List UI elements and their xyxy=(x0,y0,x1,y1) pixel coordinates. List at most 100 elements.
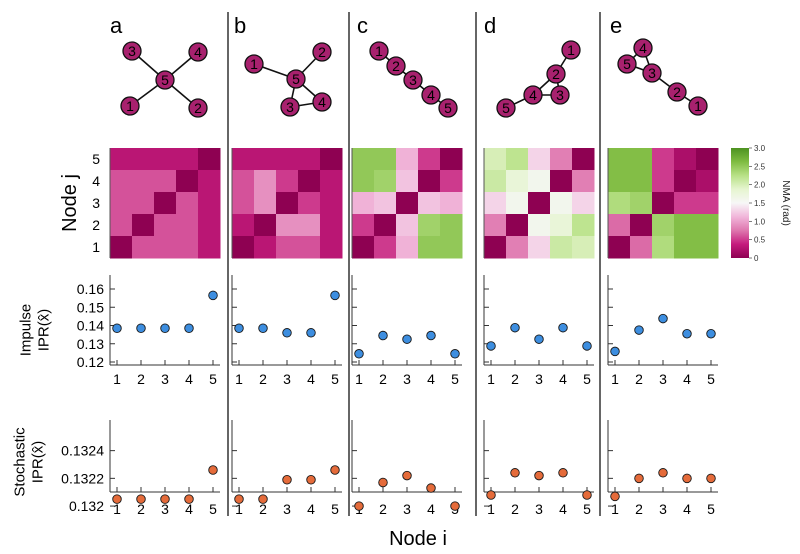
heatmap-cell xyxy=(652,214,675,237)
panel-label-e: e xyxy=(610,13,622,38)
heatmap-row-tick: 3 xyxy=(92,195,100,211)
x-tick-label: 5 xyxy=(707,501,715,517)
network-node-label: 1 xyxy=(567,42,575,58)
panel-label-c: c xyxy=(357,13,368,38)
heatmap-cell xyxy=(506,148,529,171)
heatmap-cell xyxy=(572,148,595,171)
heatmap-cell xyxy=(320,214,343,237)
data-point xyxy=(486,341,496,351)
heatmap-cell xyxy=(674,192,697,215)
x-tick-label: 5 xyxy=(331,371,339,387)
data-point xyxy=(610,491,620,502)
network-node-label: 4 xyxy=(529,87,537,103)
x-tick-label: 3 xyxy=(403,371,411,387)
network-node xyxy=(617,54,637,74)
network-node-label: 1 xyxy=(250,56,258,72)
x-tick-label: 1 xyxy=(611,371,619,387)
x-tick-label: 1 xyxy=(113,371,121,387)
x-tick-label: 2 xyxy=(137,501,145,517)
x-tick-label: 2 xyxy=(511,371,519,387)
heatmap-cell xyxy=(396,236,419,259)
x-tick-label: 4 xyxy=(683,371,691,387)
heatmap-cell xyxy=(630,192,653,215)
colorbar-tick-label: 2.5 xyxy=(754,162,766,171)
heatmap-cell xyxy=(652,148,675,171)
heatmap-cell xyxy=(254,148,277,171)
network-node-label: 5 xyxy=(502,100,510,116)
data-point xyxy=(112,323,122,333)
heatmap-c xyxy=(351,148,463,259)
heatmap-cell xyxy=(352,214,375,237)
heatmap-cell xyxy=(298,214,321,237)
heatmap-cell xyxy=(154,214,177,237)
network-node-label: 2 xyxy=(552,66,560,82)
heatmap-cell xyxy=(440,236,463,259)
network-e: 12 345 xyxy=(617,38,708,116)
panel-label-a: a xyxy=(110,13,123,38)
heatmap-cell xyxy=(484,170,507,193)
data-point xyxy=(582,341,592,351)
network-node-label: 1 xyxy=(375,43,383,59)
network-node-label: 3 xyxy=(286,99,294,115)
heatmap-cell xyxy=(608,170,631,193)
heatmap-cell xyxy=(674,236,697,259)
data-point xyxy=(402,470,412,481)
axis-labels: Node j Node i xyxy=(59,174,447,550)
heatmap-cell xyxy=(396,170,419,193)
stochastic-ipr-plots: 12345123451234512345123450.1320.13220.13… xyxy=(11,420,718,517)
x-axis-label: Node i xyxy=(389,528,447,550)
heatmap-cell xyxy=(572,192,595,215)
colorbar-tick-label: 1.0 xyxy=(754,217,766,226)
heatmap-cell xyxy=(232,192,255,215)
heatmap-cell xyxy=(506,170,529,193)
stochastic-y-label-line-1: Stochastic xyxy=(11,427,28,497)
heatmap-cell xyxy=(696,148,719,171)
heatmap-cell xyxy=(696,214,719,237)
data-point xyxy=(208,290,218,301)
data-point xyxy=(234,494,244,504)
x-tick-label: 3 xyxy=(535,371,543,387)
heatmap-cell xyxy=(528,170,551,193)
heatmap-cell xyxy=(572,236,595,259)
network-node xyxy=(550,85,570,105)
heatmap-cell xyxy=(440,148,463,171)
heatmap-cell xyxy=(298,170,321,193)
heatmap-cell xyxy=(352,170,375,193)
y-tick-label: 0.16 xyxy=(77,281,104,297)
network-node xyxy=(386,56,406,76)
x-tick-label: 4 xyxy=(185,501,193,517)
heatmap-y-label: Node j xyxy=(59,174,81,232)
x-tick-label: 2 xyxy=(635,371,643,387)
x-tick-label: 2 xyxy=(259,501,267,517)
heatmap-a xyxy=(109,148,221,259)
x-tick-label: 5 xyxy=(583,371,591,387)
heatmaps: 5 4 3 2 1 xyxy=(92,148,719,259)
data-point xyxy=(558,322,568,333)
data-point xyxy=(706,328,716,339)
colorbar-tick-label: 0 xyxy=(754,254,759,263)
data-point xyxy=(450,501,460,511)
y-tick-label: 0.1322 xyxy=(61,470,104,486)
heatmap-cell xyxy=(232,148,255,171)
heatmap-cell xyxy=(608,148,631,171)
network-node-label: 2 xyxy=(673,84,681,100)
heatmap-cell xyxy=(484,236,507,259)
network-node xyxy=(122,41,142,61)
heatmap-cell xyxy=(696,170,719,193)
y-tick-label: 0.1324 xyxy=(61,443,104,459)
network-node-label: 4 xyxy=(639,40,647,56)
panel-separators xyxy=(227,12,601,516)
heatmap-cell xyxy=(608,236,631,259)
data-point xyxy=(510,468,520,478)
network-node xyxy=(561,40,581,60)
heatmap-cell xyxy=(396,192,419,215)
heatmap-cell xyxy=(198,192,221,215)
colorbar-tick-label: 0.5 xyxy=(754,236,766,245)
heatmap-cell xyxy=(352,236,375,259)
heatmap-cell xyxy=(550,170,573,193)
data-point xyxy=(184,323,194,333)
x-tick-label: 3 xyxy=(161,501,169,517)
colorbar: 3.0 2.5 2.0 1.5 1.0 0.5 0 NMA (rad) xyxy=(731,144,791,263)
heatmap-cell xyxy=(132,192,155,215)
